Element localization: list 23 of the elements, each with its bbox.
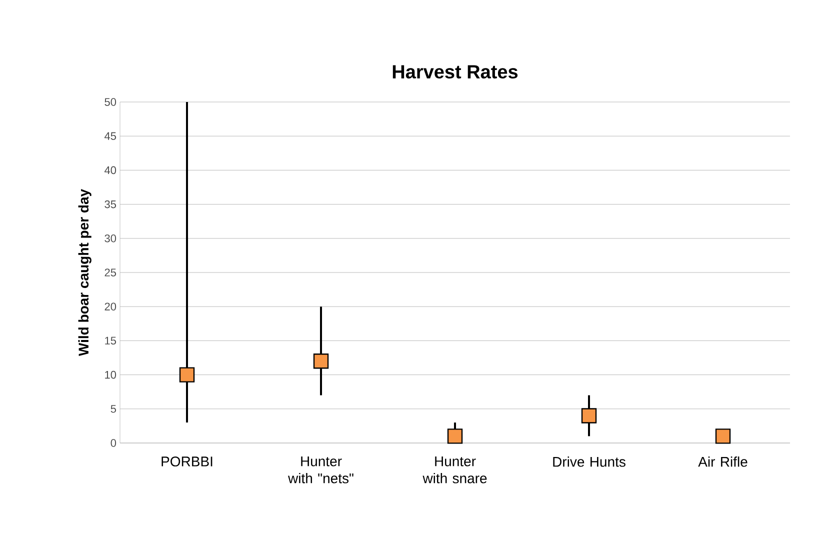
x-tick-label: Hunter with "nets" (288, 456, 354, 484)
point (313, 354, 329, 369)
y-tick-label: 10 (105, 370, 116, 379)
y-tick-label: 35 (104, 200, 116, 208)
y-tick-label: 5 (110, 405, 116, 413)
x-tick-label: PORBBI (162, 456, 212, 466)
point (581, 408, 597, 424)
y-tick-label: 40 (104, 166, 116, 174)
y-tick-label: 0 (110, 439, 116, 447)
y-tick-label: 15 (105, 336, 116, 345)
y-tick-label: 30 (104, 234, 116, 242)
point (447, 428, 463, 444)
y-tick-label: 20 (104, 302, 116, 310)
y-tick-label: 25 (104, 268, 116, 276)
chart-title: Harvest Rates (392, 65, 518, 78)
x-tick-label: Hunter with snare (422, 456, 487, 484)
y-axis-title: Wild boar caught per day (78, 189, 92, 356)
x-tick-label: Drive Hunts (553, 456, 626, 467)
point (715, 428, 731, 444)
x-tick-label: Air Rifle (698, 456, 748, 467)
point (179, 367, 195, 382)
y-tick-label: 45 (104, 132, 116, 140)
y-tick-label: 50 (104, 98, 116, 106)
